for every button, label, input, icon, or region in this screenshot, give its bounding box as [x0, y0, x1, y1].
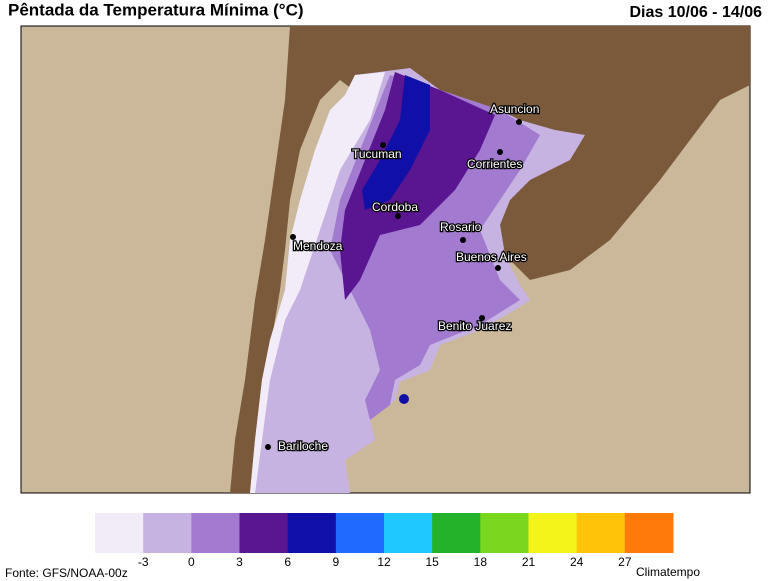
- city-label: Tucuman: [352, 147, 402, 161]
- legend-tick-label: 0: [188, 555, 195, 569]
- city-label: Rosario: [440, 220, 482, 234]
- color-swatch: [432, 513, 481, 553]
- legend-tick-label: 21: [522, 555, 536, 569]
- title: Pêntada da Temperatura Mínima (°C): [8, 0, 304, 19]
- color-swatch: [624, 513, 674, 553]
- legend-tick-label: 12: [377, 555, 391, 569]
- lake: [399, 394, 409, 404]
- city-dot: [479, 315, 485, 321]
- region-coldest: [250, 72, 385, 493]
- color-swatch: [287, 513, 337, 553]
- color-swatch: [576, 513, 626, 553]
- city-dot: [497, 149, 503, 155]
- city-label: Mendoza: [293, 239, 343, 253]
- city-label: Benito Juarez: [438, 319, 511, 333]
- city-label: Corrientes: [467, 157, 522, 171]
- source: Fonte: GFS/NOAA-00z: [5, 566, 128, 580]
- region-warm: [340, 72, 495, 300]
- color-swatch: [239, 513, 289, 553]
- legend-tick-label: 18: [474, 555, 488, 569]
- brand: Climatempo: [636, 565, 700, 579]
- city-label: Asuncion: [490, 102, 539, 116]
- city-dot: [290, 234, 296, 240]
- city-dot: [460, 237, 466, 243]
- legend-tick-label: 24: [570, 555, 584, 569]
- color-swatch: [191, 513, 240, 553]
- city-dot: [395, 213, 401, 219]
- city-label: Cordoba: [372, 200, 418, 214]
- color-swatch: [95, 513, 144, 553]
- legend-tick-label: 6: [284, 555, 291, 569]
- color-swatch: [480, 513, 529, 553]
- legend-tick-label: -3: [138, 555, 149, 569]
- city-dot: [265, 444, 271, 450]
- cities: Asuncion Tucuman Corrientes Cordoba Rosario M…: [265, 101, 541, 454]
- city-dot: [380, 142, 386, 148]
- land: [230, 26, 750, 493]
- color-swatch: [384, 513, 433, 553]
- color-swatch: [528, 513, 578, 553]
- legend-tick-label: 3: [236, 555, 243, 569]
- legend: -3 0 3 6 9 12 15 18 21 24 27: [95, 513, 674, 569]
- map: [20, 25, 751, 494]
- color-swatch: [335, 513, 385, 553]
- legend-tick-label: 15: [425, 555, 439, 569]
- city-dot: [495, 265, 501, 271]
- period: Dias 10/06 - 14/06: [629, 4, 762, 21]
- legend-tick-label: 9: [332, 555, 339, 569]
- city-label: Buenos Aires: [456, 250, 527, 264]
- color-swatch: [143, 513, 192, 553]
- region-warmer: [362, 75, 430, 210]
- city-dot: [516, 119, 522, 125]
- city-label: Bariloche: [278, 439, 328, 453]
- legend-tick-label: 27: [618, 555, 632, 569]
